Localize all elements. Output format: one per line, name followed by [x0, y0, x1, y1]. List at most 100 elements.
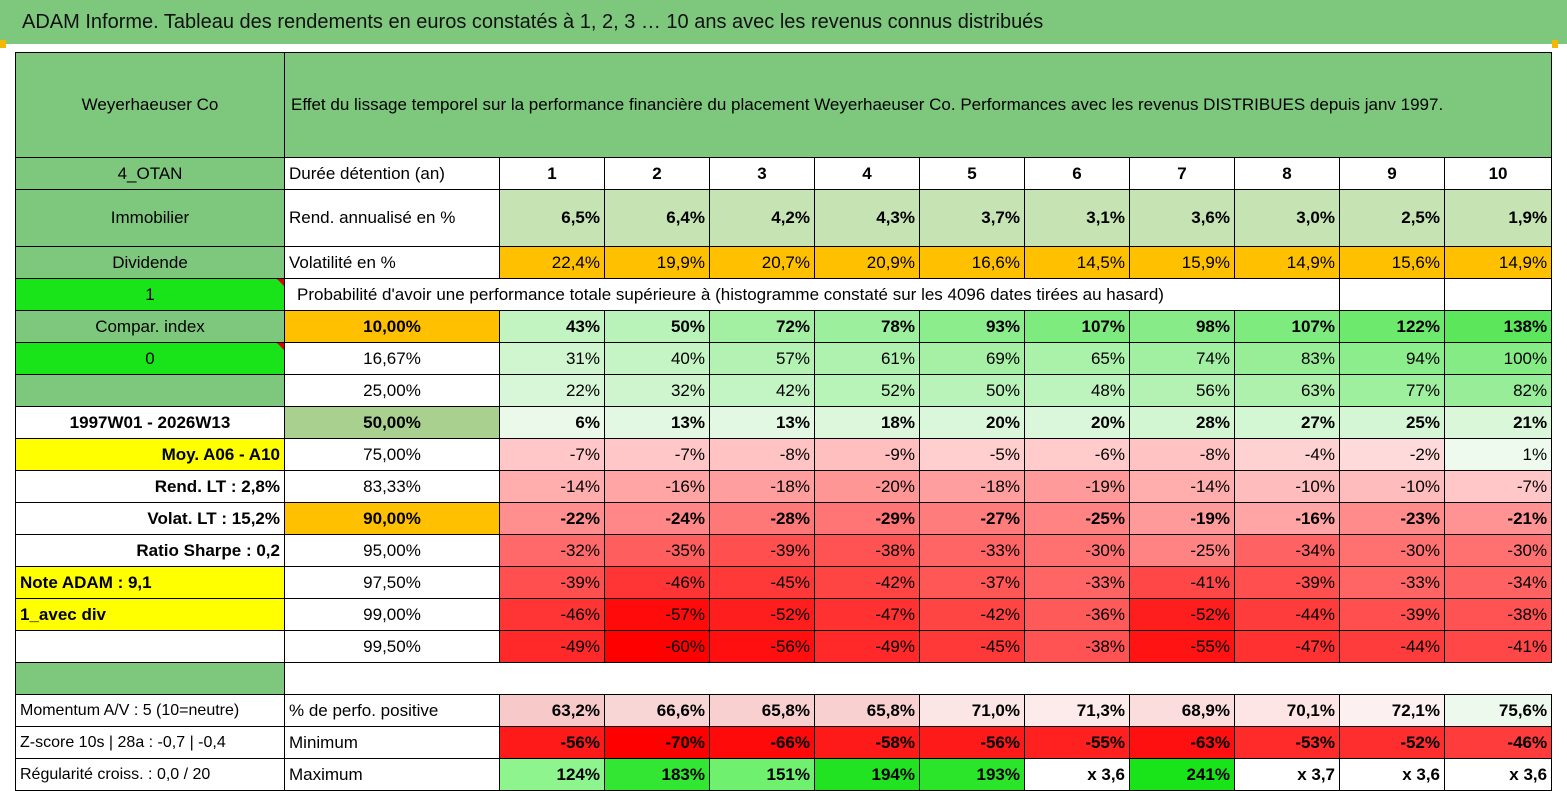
- vol-cell: 14,9%: [1234, 246, 1340, 279]
- quantile-cell: -42%: [814, 566, 920, 599]
- maximum-cell: 194%: [814, 758, 920, 791]
- quantile-cell: 138%: [1443, 310, 1553, 343]
- quantile-cell: -16%: [1234, 502, 1340, 535]
- quantile-cell: 57%: [709, 342, 815, 375]
- year-header: 10: [1443, 157, 1553, 190]
- vol-cell: 15,9%: [1129, 246, 1235, 279]
- vol-cell: 16,6%: [919, 246, 1025, 279]
- quantile-cell: -23%: [1339, 502, 1445, 535]
- quantile-cell: -10%: [1234, 470, 1340, 503]
- quantile-cell: 61%: [814, 342, 920, 375]
- quantile-cell: -45%: [709, 566, 815, 599]
- quantile-cell: 21%: [1443, 406, 1553, 439]
- rend-lt-label: Rend. LT : 2,8%: [15, 470, 285, 503]
- quantile-cell: -39%: [1339, 598, 1445, 631]
- quantile-cell: -14%: [499, 470, 605, 503]
- minimum-cell: -58%: [814, 726, 920, 759]
- rend-cell: 4,3%: [814, 189, 920, 247]
- quantile-cell: -44%: [1234, 598, 1340, 631]
- proba-caption: Probabilité d'avoir une performance tota…: [284, 278, 1340, 311]
- quantile-cell: -7%: [1443, 470, 1553, 503]
- positive-cell: 71,0%: [919, 694, 1025, 727]
- minimum-cell: -63%: [1129, 726, 1235, 759]
- quantile-cell: 52%: [814, 374, 920, 407]
- quantile-cell: -16%: [604, 470, 710, 503]
- year-header: 7: [1129, 157, 1235, 190]
- quantile-cell: -46%: [499, 598, 605, 631]
- quantile-cell: 98%: [1129, 310, 1235, 343]
- quantile-cell: -33%: [1024, 566, 1130, 599]
- quantile-cell: -39%: [499, 566, 605, 599]
- quantile-cell: 69%: [919, 342, 1025, 375]
- quantile-cell: -42%: [919, 598, 1025, 631]
- quantile-cell: 63%: [1234, 374, 1340, 407]
- year-header: 2: [604, 157, 710, 190]
- quantile-cell: -19%: [1024, 470, 1130, 503]
- positive-cell: 72,1%: [1339, 694, 1445, 727]
- quantile-cell: -55%: [1129, 630, 1235, 663]
- avec-div-label: 1_avec div: [15, 598, 285, 631]
- quantile-cell: -19%: [1129, 502, 1235, 535]
- quantile-cell: -38%: [814, 534, 920, 567]
- maximum-cell: x 3,6: [1024, 758, 1130, 791]
- quantile-cell: 1%: [1443, 438, 1553, 471]
- quantile-cell: -49%: [499, 630, 605, 663]
- vol-cell: 22,4%: [499, 246, 605, 279]
- positive-cell: 75,6%: [1443, 694, 1553, 727]
- income-type: Dividende: [15, 246, 285, 279]
- minimum-cell: -52%: [1339, 726, 1445, 759]
- positive-cell: 65,8%: [814, 694, 920, 727]
- duree-label: Durée détention (an): [284, 157, 500, 190]
- quantile-cell: 65%: [1024, 342, 1130, 375]
- minimum-cell: -70%: [604, 726, 710, 759]
- minimum-label: Minimum: [284, 726, 500, 759]
- rend-cell: 3,7%: [919, 189, 1025, 247]
- quantile-cell: 13%: [709, 406, 815, 439]
- quantile-cell: -18%: [709, 470, 815, 503]
- quantile-cell: -46%: [604, 566, 710, 599]
- vol-cell: 20,7%: [709, 246, 815, 279]
- corner-marker: [1552, 40, 1558, 48]
- minimum-cell: -53%: [1234, 726, 1340, 759]
- quantile-cell: -47%: [814, 598, 920, 631]
- positive-cell: 68,9%: [1129, 694, 1235, 727]
- quantile-cell: 74%: [1129, 342, 1235, 375]
- vol-cell: 20,9%: [814, 246, 920, 279]
- quantile-cell: -22%: [499, 502, 605, 535]
- rend-cell: 3,1%: [1024, 189, 1130, 247]
- quantile-cell: 18%: [814, 406, 920, 439]
- quantile-cell: -7%: [604, 438, 710, 471]
- quantile-cell: -8%: [1129, 438, 1235, 471]
- empty-cell: [1339, 278, 1445, 311]
- minimum-cell: -55%: [1024, 726, 1130, 759]
- selector-cell[interactable]: 0: [15, 342, 285, 375]
- rend-cell: 3,6%: [1129, 189, 1235, 247]
- quantile-cell: 31%: [499, 342, 605, 375]
- rend-cell: 3,0%: [1234, 189, 1340, 247]
- corner-marker: [0, 40, 6, 48]
- quantile-label: 50,00%: [284, 406, 500, 439]
- quantile-cell: -5%: [919, 438, 1025, 471]
- spacer-row: [283, 662, 1552, 695]
- quantile-cell: -6%: [1024, 438, 1130, 471]
- quantile-cell: 83%: [1234, 342, 1340, 375]
- maximum-cell: x 3,7: [1234, 758, 1340, 791]
- quantile-cell: 48%: [1024, 374, 1130, 407]
- quantile-cell: 50%: [919, 374, 1025, 407]
- quantile-cell: -34%: [1443, 566, 1553, 599]
- quantile-label: 90,00%: [284, 502, 500, 535]
- quantile-cell: -14%: [1129, 470, 1235, 503]
- positive-cell: 70,1%: [1234, 694, 1340, 727]
- volat-lt-label: Volat. LT : 15,2%: [15, 502, 285, 535]
- quantile-label: 99,00%: [284, 598, 500, 631]
- maximum-cell: 151%: [709, 758, 815, 791]
- note-label: Note ADAM : 9,1: [15, 566, 285, 599]
- maximum-label: Maximum: [284, 758, 500, 791]
- selector-cell[interactable]: 1: [15, 278, 285, 311]
- vol-cell: 14,5%: [1024, 246, 1130, 279]
- spacer-cell: [15, 662, 285, 695]
- quantile-cell: -30%: [1024, 534, 1130, 567]
- quantile-cell: 42%: [709, 374, 815, 407]
- year-header: 4: [814, 157, 920, 190]
- rend-cell: 6,4%: [604, 189, 710, 247]
